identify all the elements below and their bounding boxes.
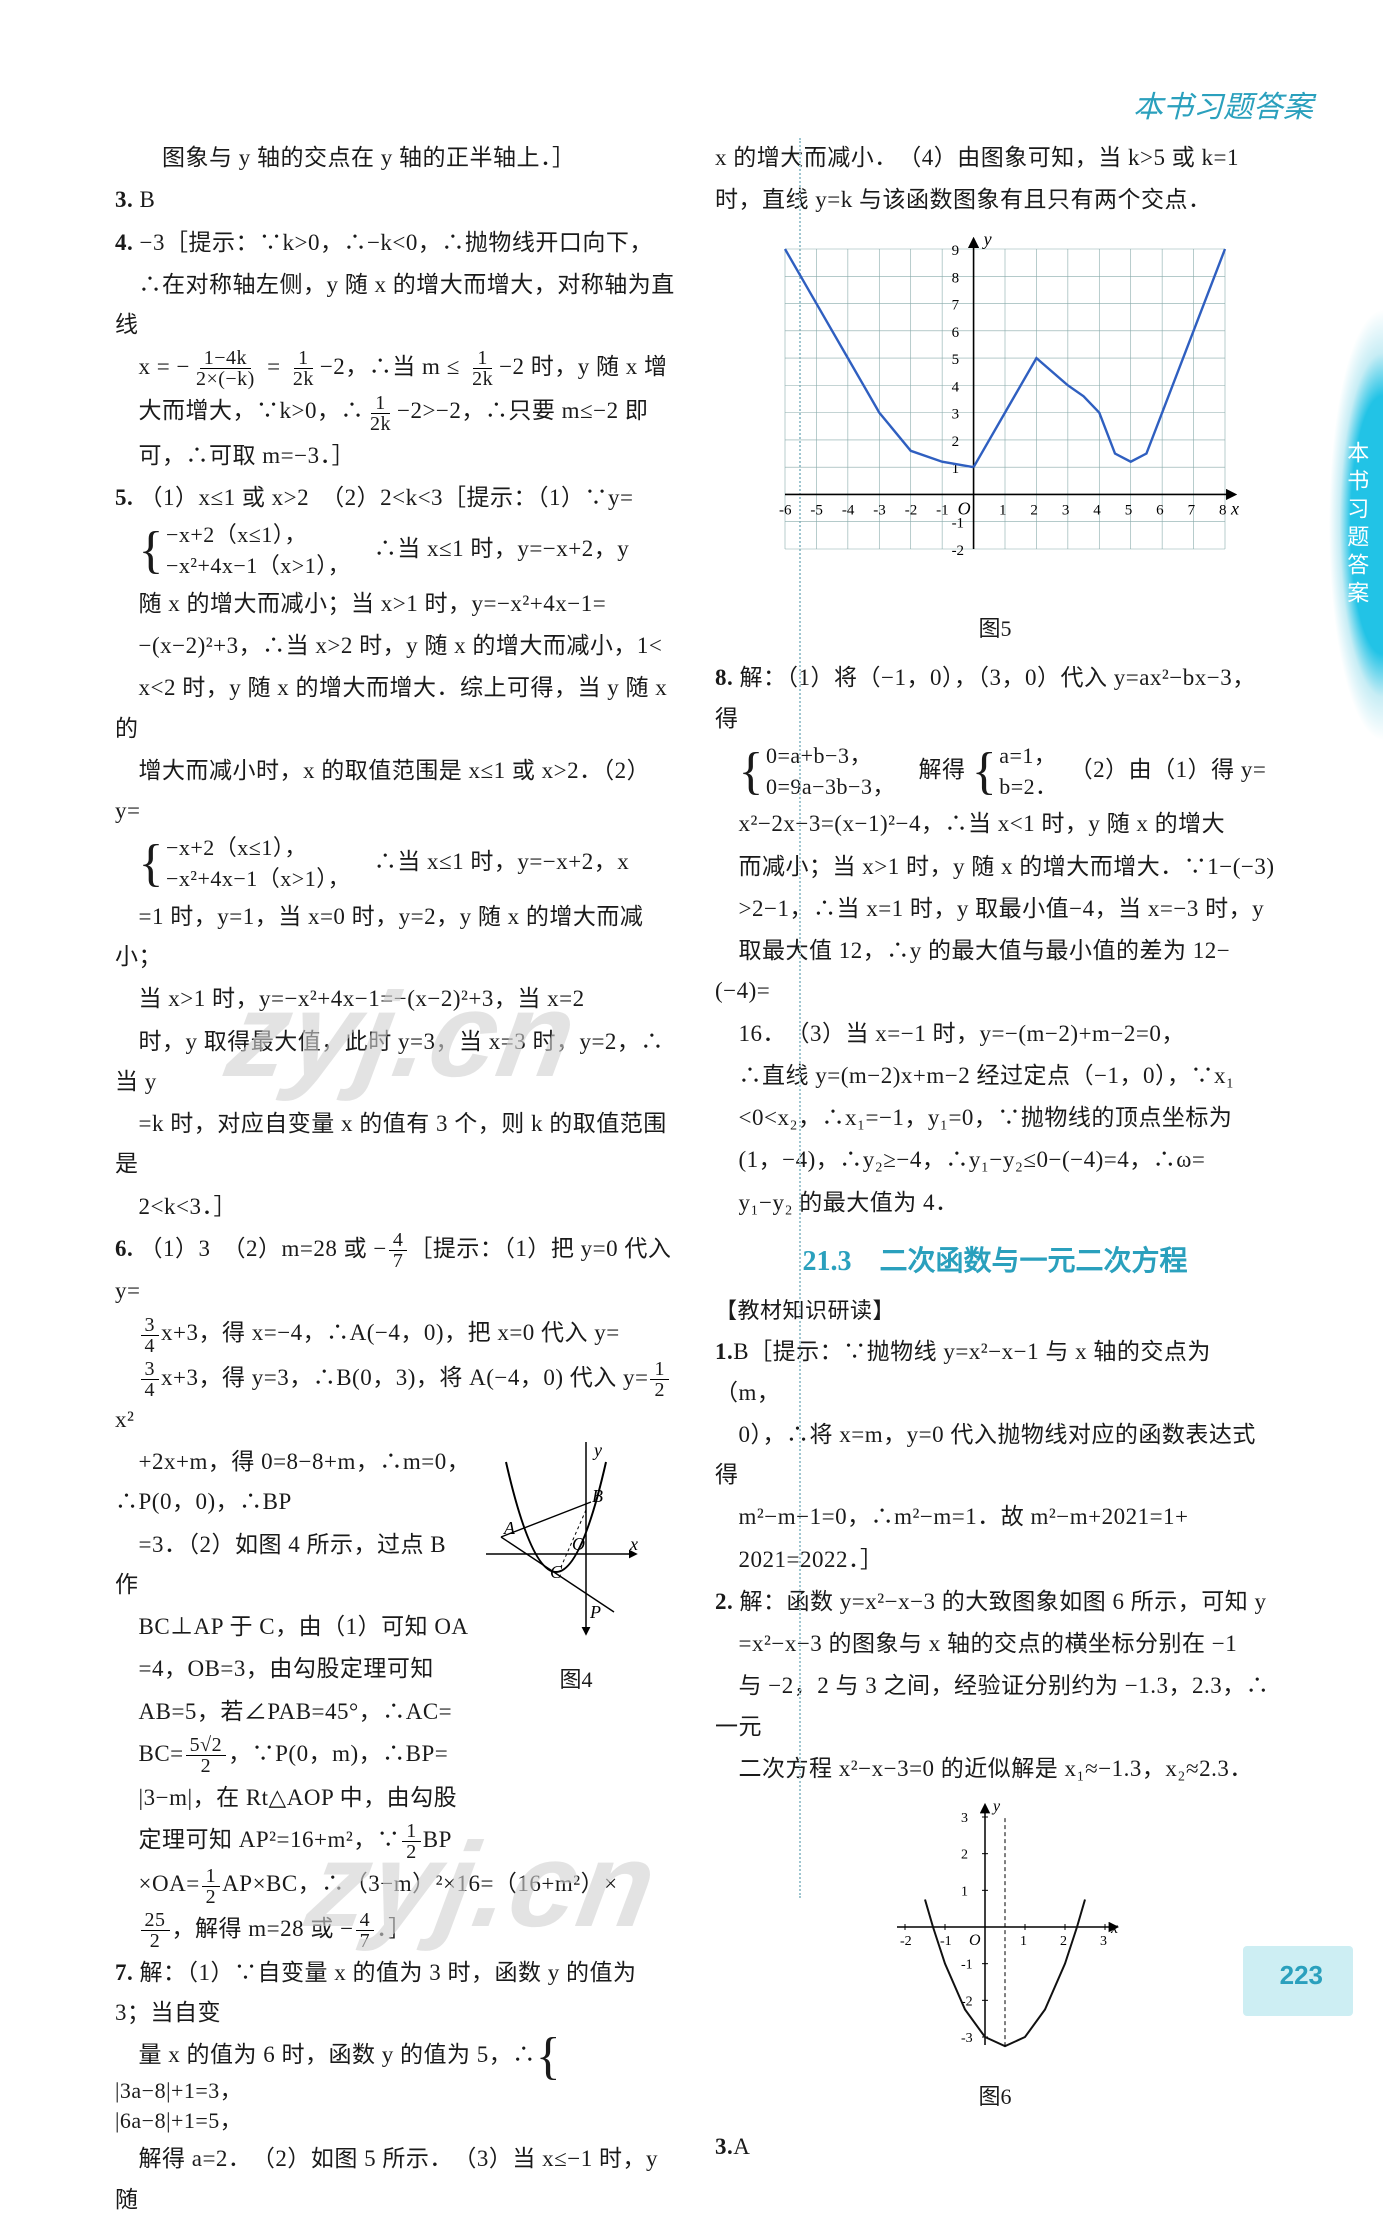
svg-text:5: 5	[952, 352, 960, 368]
svg-text:1: 1	[1020, 1934, 1027, 1949]
figure-4: A B C O P x y	[481, 1442, 651, 1642]
answer-4: 4. −3［提示：∵k>0，∴−k<0，∴抛物线开口向下，	[115, 223, 675, 263]
svg-text:-1: -1	[940, 1934, 952, 1949]
svg-text:3: 3	[961, 1811, 968, 1826]
text-line: −(x−2)²+3，∴当 x>2 时，y 随 x 的增大而减小，1<	[115, 626, 675, 666]
text-line: 34x+3，得 y=3，∴B(0，3)，将 A(−4，0) 代入 y=12x²	[115, 1358, 675, 1440]
svg-text:9: 9	[952, 243, 960, 259]
svg-text:x: x	[629, 1534, 638, 1554]
text-line: =3．（2）如图 4 所示，过点 B 作	[115, 1525, 475, 1606]
left-column: 图象与 y 轴的交点在 y 轴的正半轴上．］ 3. B 4. −3［提示：∵k>…	[115, 0, 675, 2046]
svg-text:-3: -3	[961, 2031, 973, 2046]
text-line: 可，∴可取 m=−3．］	[115, 436, 675, 476]
text-line: x = −1−4k2×(−k) = 12k−2，∴当 m ≤ 12k−2 时，y…	[115, 347, 675, 389]
text-line: 34x+3，得 x=−4，∴A(−4，0)，把 x=0 代入 y=	[115, 1313, 675, 1355]
text-line: 随 x 的增大而减小；当 x>1 时，y=−x²+4x−1=	[115, 584, 675, 624]
text-line: =k 时，对应自变量 x 的值有 3 个，则 k 的取值范围是	[115, 1104, 675, 1185]
svg-text:1: 1	[999, 502, 1007, 518]
svg-text:y: y	[592, 1442, 602, 1460]
text-line: BC=5√22，∵P(0，m)，∴BP=	[115, 1734, 475, 1776]
text-line: 增大而减小时，x 的取值范围是 x≤1 或 x>2．（2）y=	[115, 751, 675, 832]
svg-text:6: 6	[952, 324, 960, 340]
svg-text:4: 4	[1093, 502, 1101, 518]
svg-text:5: 5	[1125, 502, 1133, 518]
text-line: {−x+2（x≤1），−x²+4x−1（x>1）， ∴当 x≤1 时，y=−x+…	[115, 833, 675, 895]
svg-text:2: 2	[1060, 1934, 1067, 1949]
text-line: |3−m|，在 Rt△AOP 中，由勾股	[115, 1778, 475, 1818]
text-line: 252，解得 m=28 或 −47．］	[115, 1909, 675, 1951]
svg-text:-2: -2	[961, 1994, 973, 2009]
svg-text:O: O	[969, 1932, 981, 1949]
text-line: AB=5，若∠PAB=45°，∴AC=	[115, 1692, 475, 1732]
text-line: 当 x>1 时，y=−x²+4x−1=−(x−2)²+3，当 x=2	[115, 979, 675, 1019]
text-line: 量 x 的值为 6 时，函数 y 的值为 5，∴{|3a−8|+1=3，|6a−…	[115, 2035, 675, 2137]
svg-text:-5: -5	[810, 502, 823, 518]
svg-text:-6: -6	[779, 502, 792, 518]
svg-text:3: 3	[1100, 1934, 1107, 1949]
svg-text:8: 8	[952, 270, 960, 286]
svg-text:-1: -1	[961, 1958, 973, 1973]
text-line: =1 时，y=1，当 x=0 时，y=2，y 随 x 的增大而减小；	[115, 897, 675, 978]
svg-text:C: C	[550, 1562, 563, 1582]
text-line: {−x+2（x≤1），−x²+4x−1（x>1）， ∴当 x≤1 时，y=−x+…	[115, 520, 675, 582]
svg-text:7: 7	[952, 297, 960, 313]
svg-text:-2: -2	[900, 1934, 912, 1949]
answer-s3: 3.A	[715, 2127, 1275, 2167]
svg-text:x: x	[1230, 498, 1239, 518]
svg-text:2: 2	[952, 433, 960, 449]
svg-text:8: 8	[1219, 502, 1227, 518]
text-line: x<2 时，y 随 x 的增大而增大．综上可得，当 y 随 x 的	[115, 668, 675, 749]
svg-text:A: A	[503, 1518, 516, 1538]
text-line: 解得 a=2． （2）如图 5 所示． （3）当 x≤−1 时，y 随	[115, 2139, 675, 2220]
text-line: +2x+m，得 0=8−8+m，∴m=0，∴P(0，0)，∴BP	[115, 1442, 475, 1523]
svg-text:-1: -1	[936, 502, 949, 518]
svg-text:-4: -4	[842, 502, 855, 518]
svg-text:y: y	[982, 229, 992, 249]
svg-text:B: B	[592, 1486, 603, 1506]
svg-text:x: x	[1110, 1920, 1118, 1937]
text-line: 大而增大，∵k>0，∴12k−2>−2，∴只要 m≤−2 即	[115, 391, 675, 433]
svg-text:6: 6	[1156, 502, 1164, 518]
svg-text:P: P	[589, 1602, 601, 1622]
text-line: ∴在对称轴左侧，y 随 x 的增大而增大，对称轴为直线	[115, 265, 675, 346]
fig4-caption: 图4	[481, 1661, 671, 1700]
text-line: 图象与 y 轴的交点在 y 轴的正半轴上．］	[115, 138, 675, 178]
answer-5: 5. （1）x≤1 或 x>2 （2）2<k<3［提示：（1）∵y=	[115, 478, 675, 518]
svg-text:3: 3	[1062, 502, 1070, 518]
svg-text:2: 2	[961, 1848, 968, 1863]
page-body: 图象与 y 轴的交点在 y 轴的正半轴上．］ 3. B 4. −3［提示：∵k>…	[115, 0, 1315, 2046]
svg-text:4: 4	[952, 379, 960, 395]
figure-6: Ox y -2 -1 1 2 3 -3 -2 -1 1 2 3	[865, 1797, 1125, 2070]
answer-6: 6. （1）3 （2）m=28 或 −47［提示：（1）把 y=0 代入 y=	[115, 1229, 675, 1311]
text-line: =4，OB=3，由勾股定理可知	[115, 1649, 475, 1689]
side-tab: 本书习题答案	[1329, 310, 1383, 740]
svg-text:-2: -2	[952, 543, 965, 559]
svg-text:7: 7	[1188, 502, 1196, 518]
svg-text:O: O	[572, 1534, 585, 1554]
text-line: BC⊥AP 于 C，由（1）可知 OA	[115, 1607, 475, 1647]
svg-text:-1: -1	[952, 515, 965, 531]
svg-text:3: 3	[952, 406, 960, 422]
text-line: 定理可知 AP²=16+m²，∵12BP	[115, 1820, 475, 1862]
text-line: ×OA=12AP×BC，∴（3−m）²×16=（16+m²）×	[115, 1864, 675, 1906]
text-line: 时，y 取得最大值，此时 y=3，当 x=3 时，y=2，∴当 y	[115, 1022, 675, 1103]
svg-text:-3: -3	[873, 502, 886, 518]
figure-5: Oxy-6-5-4-3-2-112345678-2-1123456789	[745, 229, 1245, 602]
text-line: 2<k<3．］	[115, 1187, 675, 1227]
page-number: 223	[1280, 1953, 1323, 1999]
svg-text:2: 2	[1030, 502, 1038, 518]
svg-text:1: 1	[961, 1884, 968, 1899]
answer-7: 7. 解：（1）∵自变量 x 的值为 3 时，函数 y 的值为 3；当自变	[115, 1953, 675, 2034]
fig6-caption: 图6	[715, 2078, 1275, 2117]
svg-text:-2: -2	[905, 502, 918, 518]
answer-3: 3. B	[115, 180, 675, 220]
svg-text:y: y	[991, 1798, 1001, 1815]
